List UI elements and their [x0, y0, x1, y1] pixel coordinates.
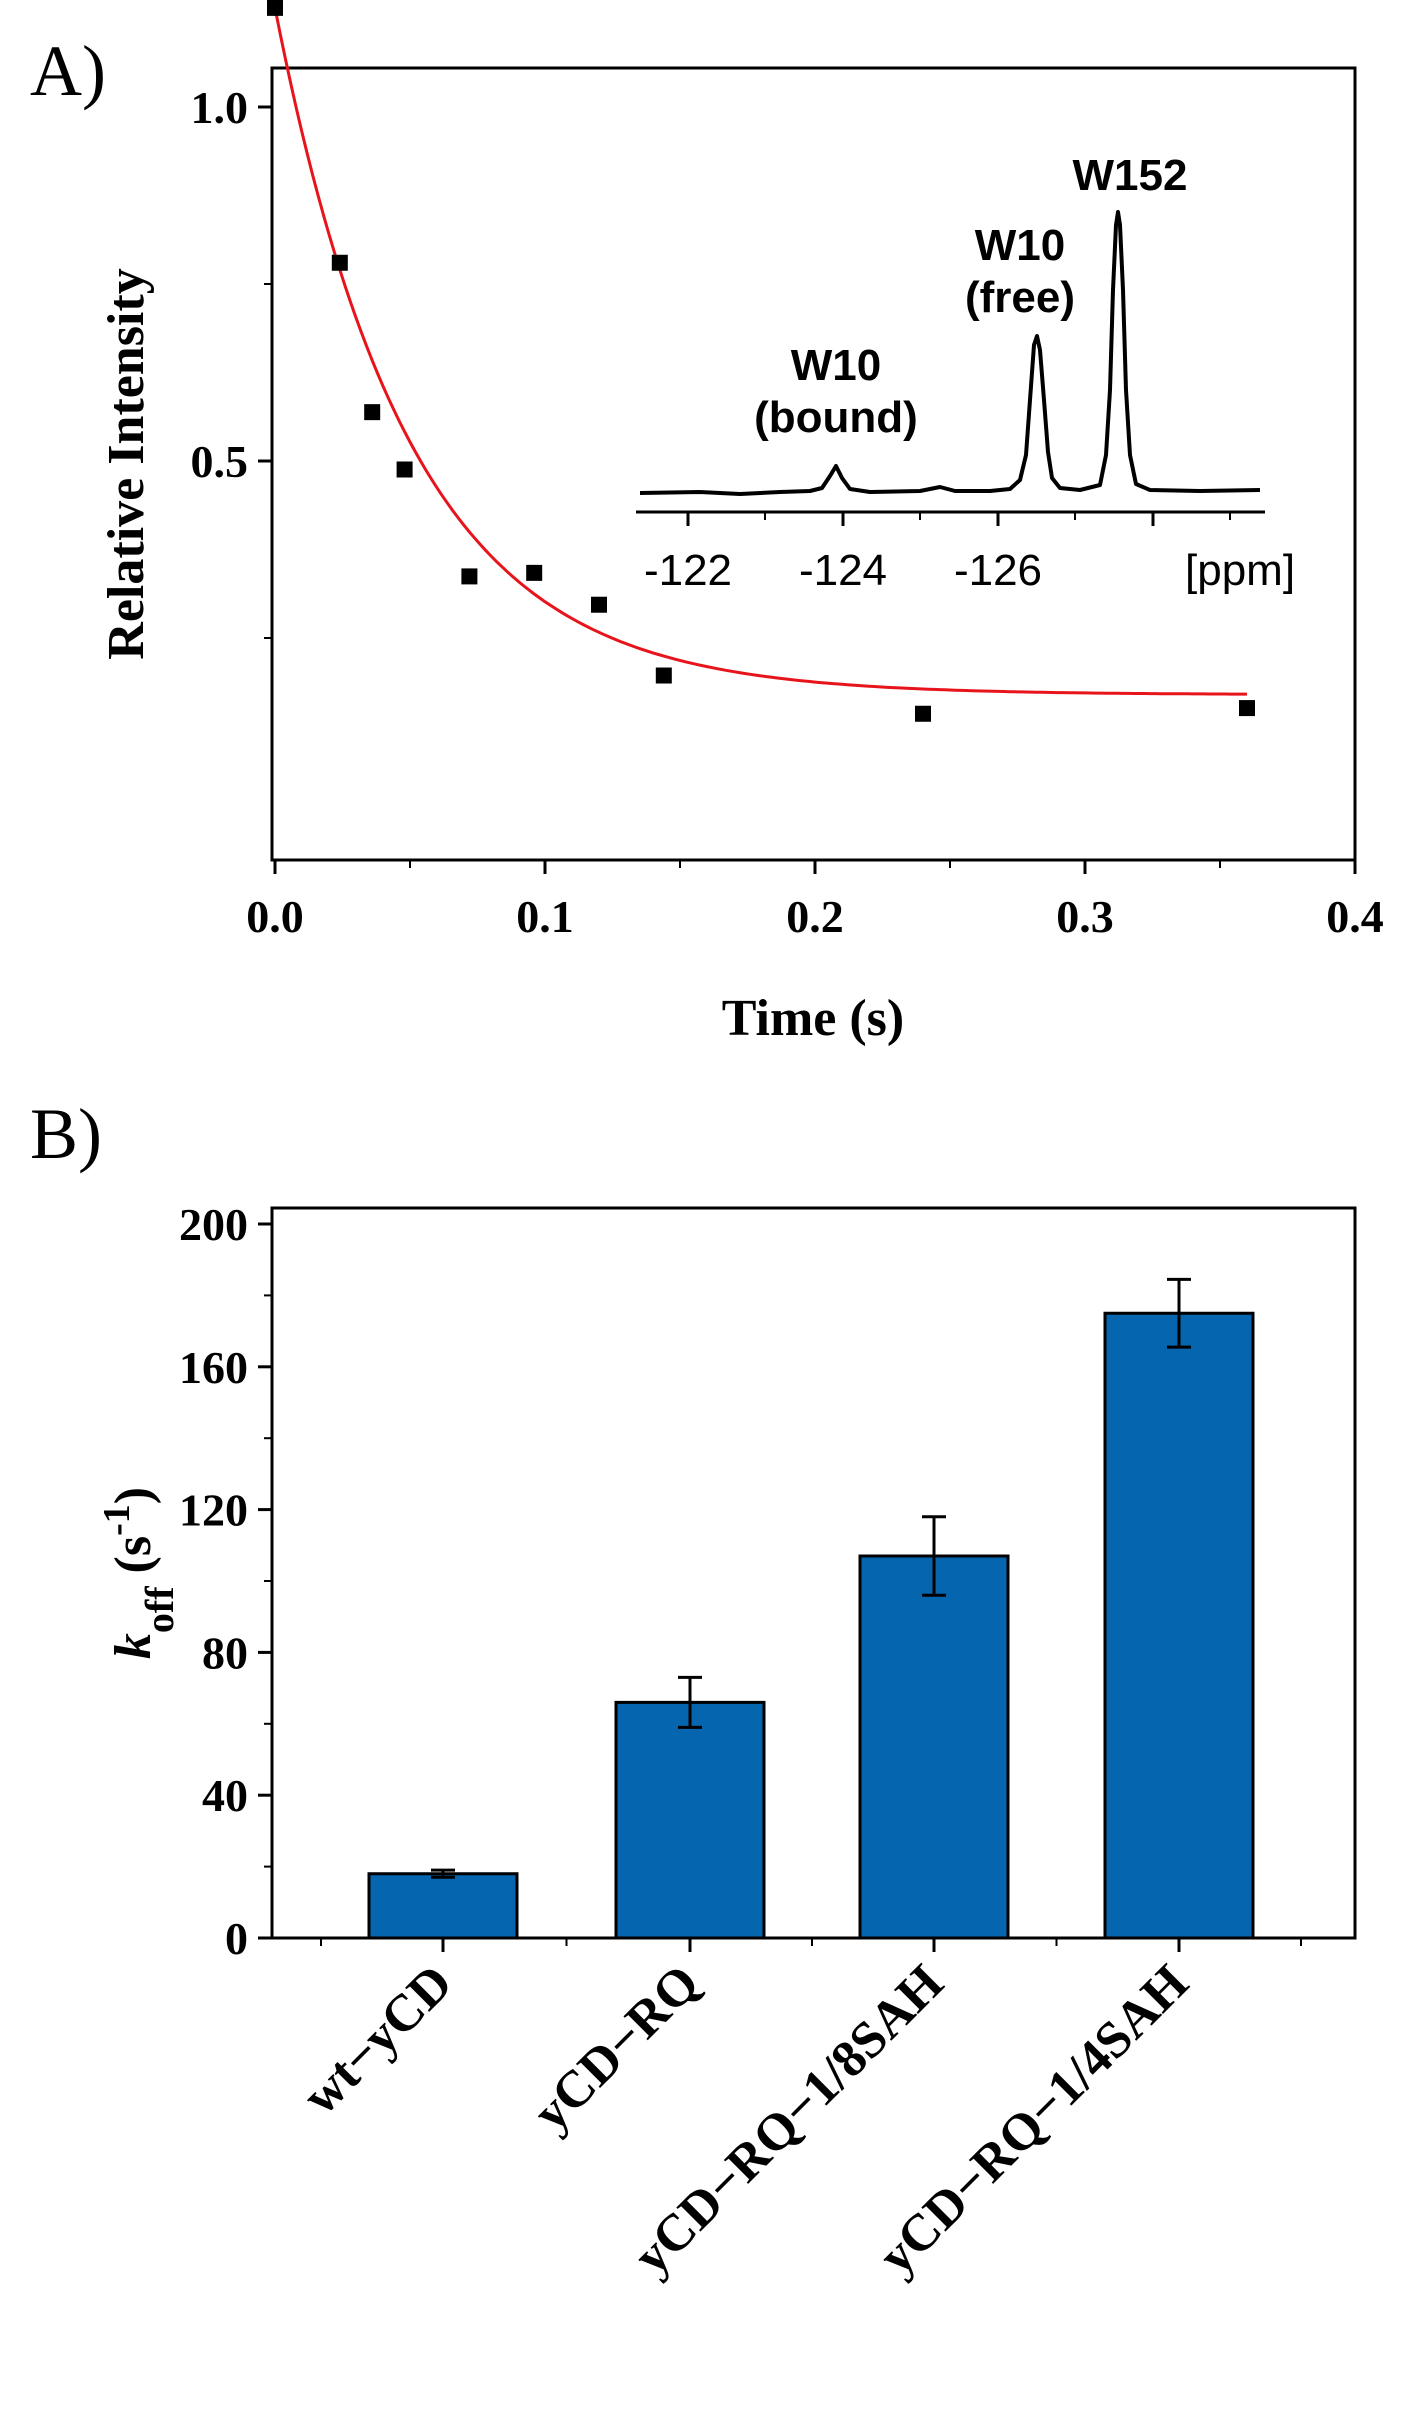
bar — [1103, 1311, 1255, 1940]
bars — [367, 1311, 1255, 1940]
data-point — [331, 254, 348, 271]
y-tick-label: 200 — [179, 1199, 248, 1250]
category-label: wt−yCD — [292, 1954, 464, 2126]
panel-a-frame — [270, 66, 1357, 862]
data-point — [591, 596, 607, 613]
y-tick-label: 40 — [202, 1770, 248, 1821]
panel-a: A) 0.0 0.1 0.2 0.3 0.4 0.5 1.0 Time (s) Relat… — [30, 0, 1384, 1047]
x-axis-title: Time (s) — [722, 990, 904, 1047]
data-point — [396, 461, 413, 478]
data-point — [267, 0, 283, 16]
panel-b-frame — [270, 1206, 1357, 1940]
data-point — [461, 568, 478, 585]
inset-tick-label: -124 — [799, 546, 887, 595]
bar — [367, 1872, 519, 1940]
x-tick-label: 0.3 — [1056, 891, 1114, 942]
panel-b-y-ticks: 0 40 80 120 160 200 — [179, 1199, 272, 1964]
bar — [614, 1700, 766, 1940]
koff-symbol: k — [105, 1633, 162, 1659]
y-tick-label: 120 — [179, 1485, 248, 1536]
koff-subscript: off — [137, 1586, 182, 1633]
peak-label-w152: W152 — [1073, 151, 1188, 200]
spectrum-line — [639, 210, 1261, 496]
panel-a-y-ticks: 0.5 1.0 — [191, 82, 272, 639]
peak-label-w10-free: W10 — [975, 221, 1065, 270]
data-point — [915, 705, 931, 722]
y-tick-label: 0 — [225, 1913, 248, 1964]
inset-tick-label: -122 — [644, 546, 732, 595]
panel-b-label: B) — [30, 1094, 102, 1174]
data-points — [267, 0, 1255, 722]
data-point — [364, 404, 381, 421]
peak-label-w10-bound: W10 — [791, 341, 881, 390]
y-tick-label: 0.5 — [191, 436, 249, 487]
koff-unit-exponent: -1 — [96, 1504, 138, 1536]
peak-label-w10-bound-state: (bound) — [754, 393, 918, 442]
koff-unit: (s — [105, 1536, 162, 1587]
y-axis-title-koff: koff (s-1) — [96, 1487, 182, 1659]
x-tick-label: 0.1 — [516, 891, 574, 942]
y-tick-label: 160 — [179, 1342, 248, 1393]
inset-unit-label: [ppm] — [1185, 546, 1295, 595]
error-bars — [431, 1277, 1191, 1879]
peak-label-w10-free-state: (free) — [965, 273, 1075, 322]
x-tick-label: 0.2 — [786, 891, 844, 942]
y-tick-label: 80 — [202, 1627, 248, 1678]
data-point — [655, 667, 672, 684]
data-point — [1239, 700, 1255, 717]
y-tick-label: 1.0 — [191, 82, 249, 133]
inset-tick-label: -126 — [954, 546, 1042, 595]
panel-a-x-ticks: 0.0 0.1 0.2 0.3 0.4 — [246, 860, 1384, 942]
bar — [858, 1554, 1010, 1940]
inset-spectrum: -122 -124 -126 [ppm] W10 (bound) W10 (fr… — [636, 151, 1295, 595]
x-tick-label: 0.4 — [1326, 891, 1384, 942]
koff-unit-close: ) — [105, 1487, 162, 1504]
category-label: yCD−RQ — [523, 1954, 711, 2142]
x-tick-label: 0.0 — [246, 891, 304, 942]
y-axis-title: Relative Intensity — [98, 268, 155, 659]
panel-b-x-ticks — [320, 1938, 1302, 1952]
data-point — [526, 564, 543, 581]
fit-curve — [273, 7, 1247, 696]
panel-a-label: A) — [30, 31, 106, 111]
